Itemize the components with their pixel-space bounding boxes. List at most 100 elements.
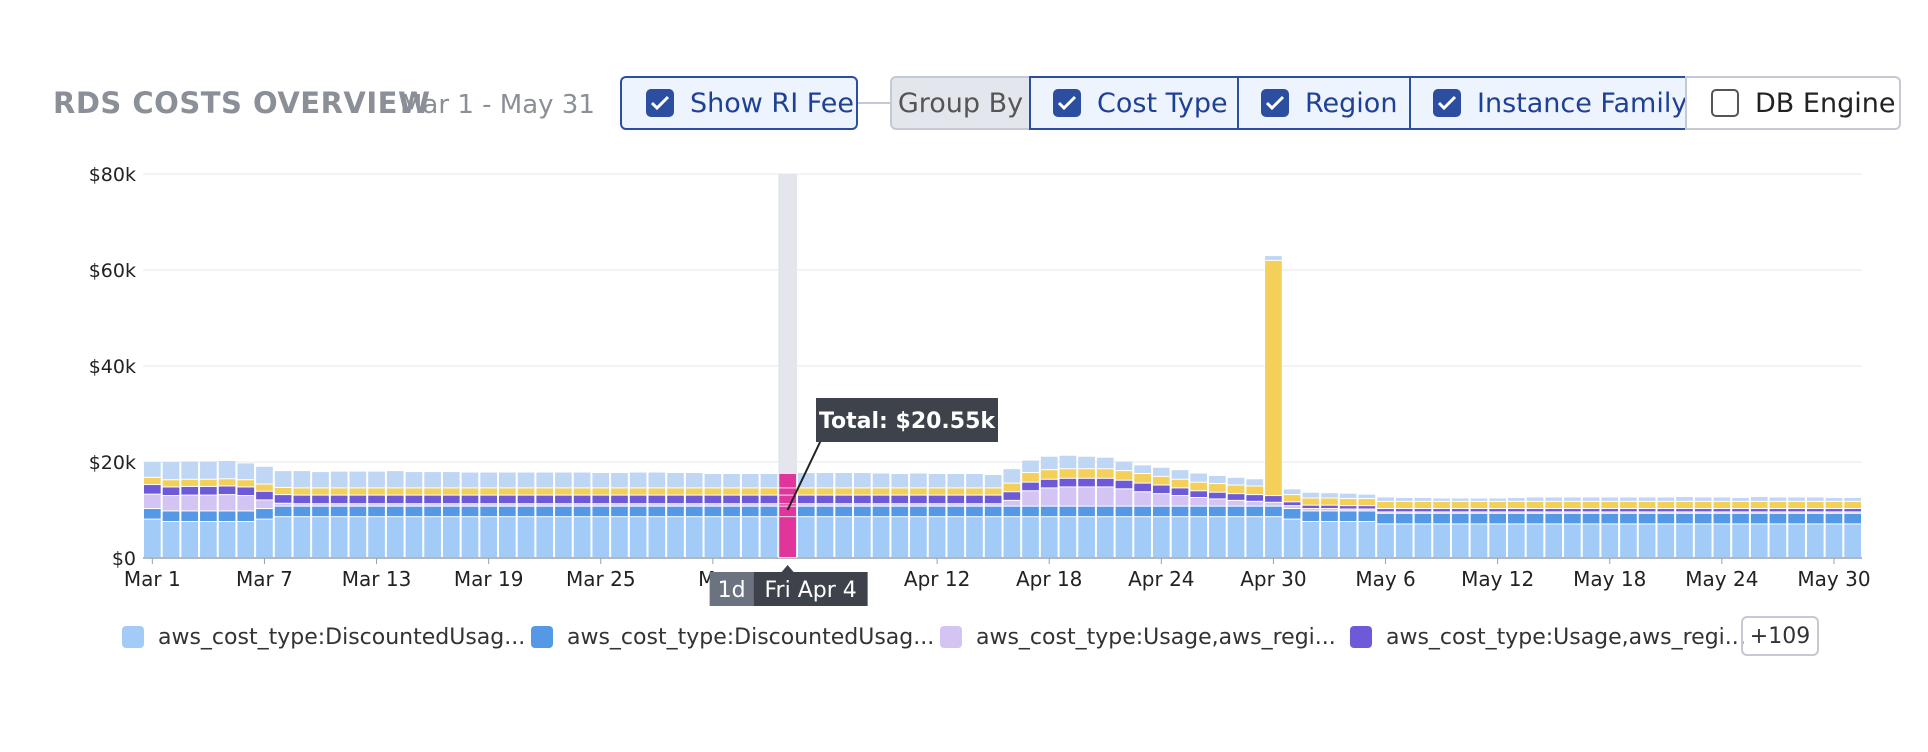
bar-segment (1022, 506, 1039, 517)
bar-segment (1694, 509, 1712, 512)
bar-segment (1227, 500, 1245, 506)
bar-segment (667, 517, 684, 557)
bar-segment (1078, 517, 1095, 557)
bar-segment (854, 495, 871, 504)
legend-label: aws_cost_type:Usage,aws_regi... (1386, 624, 1746, 650)
bar-segment (1507, 509, 1525, 512)
bar-segment (1564, 513, 1581, 524)
bar-segment (1694, 497, 1712, 501)
bar-segment (835, 495, 853, 504)
group-by-label: Group By (890, 76, 1031, 130)
bar-segment (1582, 513, 1600, 524)
bar-segment (760, 474, 778, 488)
bar-segment (1395, 501, 1413, 509)
bar-segment (947, 504, 965, 506)
bar-segment (1358, 509, 1376, 511)
bar-segment (1620, 509, 1637, 512)
bar-segment (1171, 479, 1189, 488)
bar-segment (573, 517, 591, 557)
bar-segment (1302, 505, 1320, 509)
bar-segment (237, 511, 255, 521)
bar-segment (274, 503, 292, 506)
bar-segment (1601, 497, 1619, 501)
bar-segment (854, 473, 871, 488)
bar-segment (1526, 501, 1544, 509)
bar-segment (685, 504, 703, 506)
bar-segment (1414, 509, 1432, 512)
period-badge (709, 572, 754, 606)
bar-segment (274, 506, 292, 517)
bar-segment (984, 504, 1002, 506)
bar-segment (966, 495, 983, 504)
bar-segment (779, 474, 796, 488)
db-engine-label: DB Engine (1755, 87, 1896, 119)
bar-segment (573, 488, 591, 495)
bar-segment (312, 472, 329, 488)
group-db-engine-toggle[interactable]: DB Engine (1685, 76, 1901, 130)
bar-segment (1489, 513, 1506, 524)
bar-segment (629, 495, 647, 504)
bar-segment (1115, 517, 1133, 557)
legend-item[interactable]: aws_cost_type:DiscountedUsag... (531, 622, 934, 652)
bar-segment (256, 519, 273, 557)
bar-segment (723, 504, 740, 506)
bar-segment (1657, 513, 1675, 524)
bar-segment (573, 506, 591, 517)
bar-segment (1134, 465, 1151, 473)
bar-segment (629, 488, 647, 495)
group-instance-family-toggle[interactable]: Instance Family (1409, 76, 1687, 130)
bar-segment (1732, 509, 1749, 512)
bar-segment (629, 472, 647, 488)
bar-segment (499, 506, 516, 517)
bar-segment (1358, 498, 1376, 506)
bar-segment (1638, 513, 1656, 524)
bar-segment (1209, 506, 1226, 517)
bar-segment (424, 495, 441, 504)
legend-item[interactable]: aws_cost_type:Usage,aws_regi... (1350, 622, 1746, 652)
bar-segment (480, 506, 498, 517)
bar-segment (1358, 494, 1376, 498)
bar-segment (685, 506, 703, 517)
bar-segment (517, 472, 535, 488)
y-tick-label: $60k (89, 260, 136, 282)
bar-segment (928, 506, 946, 517)
bar-segment (1003, 517, 1021, 557)
bar-segment (1321, 522, 1338, 557)
bar-segment (947, 488, 965, 495)
bar-segment (704, 506, 722, 517)
bar-segment (1750, 513, 1768, 524)
bar-segment (1620, 513, 1637, 524)
bar-segment (872, 473, 890, 488)
bar-segment (704, 517, 722, 557)
bar-segment (237, 480, 255, 487)
bar-segment (984, 488, 1002, 495)
bar-segment (1377, 524, 1394, 557)
bar-segment (218, 461, 236, 479)
x-tick-label: May 30 (1797, 567, 1870, 591)
bar-segment (1694, 501, 1712, 509)
bar-segment (928, 488, 946, 495)
x-tick-label: Mar 19 (454, 567, 524, 591)
bar-segment (1246, 506, 1264, 517)
bar-segment (517, 488, 535, 495)
show-ri-fee-toggle[interactable]: Show RI Fee (620, 76, 858, 130)
bar-segment (1395, 524, 1413, 557)
bar-segment (629, 504, 647, 506)
bar-segment (1246, 495, 1264, 501)
bar-segment (1526, 509, 1544, 512)
bar-segment (1433, 501, 1450, 509)
bar-segment (1433, 509, 1450, 512)
bar-segment (1040, 506, 1058, 517)
group-cost-type-toggle[interactable]: Cost Type (1029, 76, 1239, 130)
group-region-toggle[interactable]: Region (1237, 76, 1411, 130)
bar-segment (1040, 456, 1058, 470)
legend-item[interactable]: aws_cost_type:DiscountedUsag... (122, 622, 525, 652)
legend-item[interactable]: aws_cost_type:Usage,aws_regi... (940, 622, 1336, 652)
legend-more-button[interactable]: +109 (1741, 616, 1819, 656)
bar-segment (1265, 496, 1282, 502)
bar-segment (200, 522, 217, 557)
x-tick-label: Apr 30 (1240, 567, 1306, 591)
bar-segment (854, 517, 871, 557)
bar-segment (480, 504, 498, 506)
